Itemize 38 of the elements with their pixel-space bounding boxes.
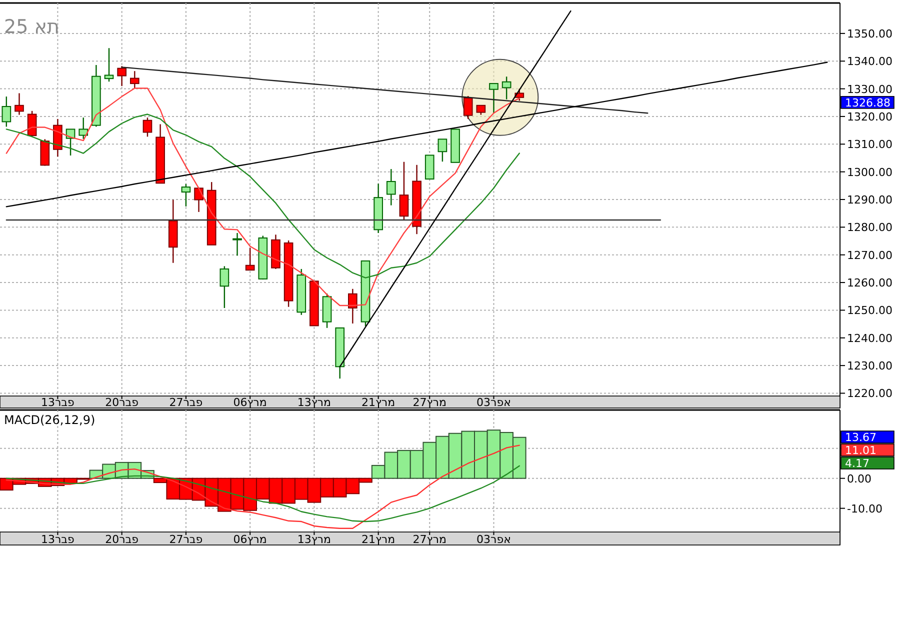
x-tick-label: 27מרץ <box>412 533 446 546</box>
y-tick-label: 1350.00 <box>847 27 892 40</box>
x-tick-label: 21מרץ <box>362 533 396 546</box>
y-tick-label: 1240.00 <box>847 332 892 345</box>
y-tick-label: -10.00 <box>847 502 882 516</box>
y-tick-label: 1320.00 <box>847 110 892 124</box>
x-tick-label: 13מרץ <box>297 533 332 546</box>
x-tick-label: 13מרץ <box>297 396 332 409</box>
text: 13.67 <box>845 431 876 444</box>
y-tick-label: 0.00 <box>847 472 872 486</box>
y-tick-label: 1290.00 <box>847 194 892 206</box>
y-tick-label: 1330.00 <box>847 82 892 96</box>
text: 25 תא <box>4 16 60 38</box>
text: 1326.88 <box>845 96 890 110</box>
x-tick-label: 06מרץ <box>233 396 267 409</box>
text: 4.17 <box>845 457 870 470</box>
y-tick-label: 1310.00 <box>847 138 892 152</box>
x-tick-label: 27פבר <box>169 396 203 409</box>
x-tick-label: 03אפר <box>476 533 511 546</box>
y-tick-label: 1270.00 <box>847 248 892 262</box>
x-tick-label: 27מרץ <box>412 396 446 409</box>
y-tick-label: 1250.00 <box>847 304 892 318</box>
x-tick-label: 27פבר <box>169 533 203 546</box>
y-tick-label: 1220.00 <box>847 387 892 400</box>
x-tick-label: 21מרץ <box>362 396 396 409</box>
y-tick-label: 1280.00 <box>847 221 892 234</box>
x-tick-label: 06מרץ <box>233 533 267 546</box>
y-tick-label: 1230.00 <box>847 360 892 373</box>
y-tick-label: 1300.00 <box>847 166 892 179</box>
chart-title: MACD(26,12,9) <box>4 413 96 427</box>
text: 11.01 <box>845 444 876 457</box>
x-tick-label: 13פבר <box>40 533 75 546</box>
y-tick-label: 1340.00 <box>847 55 892 68</box>
x-tick-label: 13פבר <box>40 396 75 409</box>
x-tick-label: 20פבר <box>105 396 139 409</box>
x-tick-label: 20פבר <box>105 533 139 546</box>
y-tick-label: 1260.00 <box>847 276 892 290</box>
x-tick-label: 03אפר <box>476 396 511 409</box>
